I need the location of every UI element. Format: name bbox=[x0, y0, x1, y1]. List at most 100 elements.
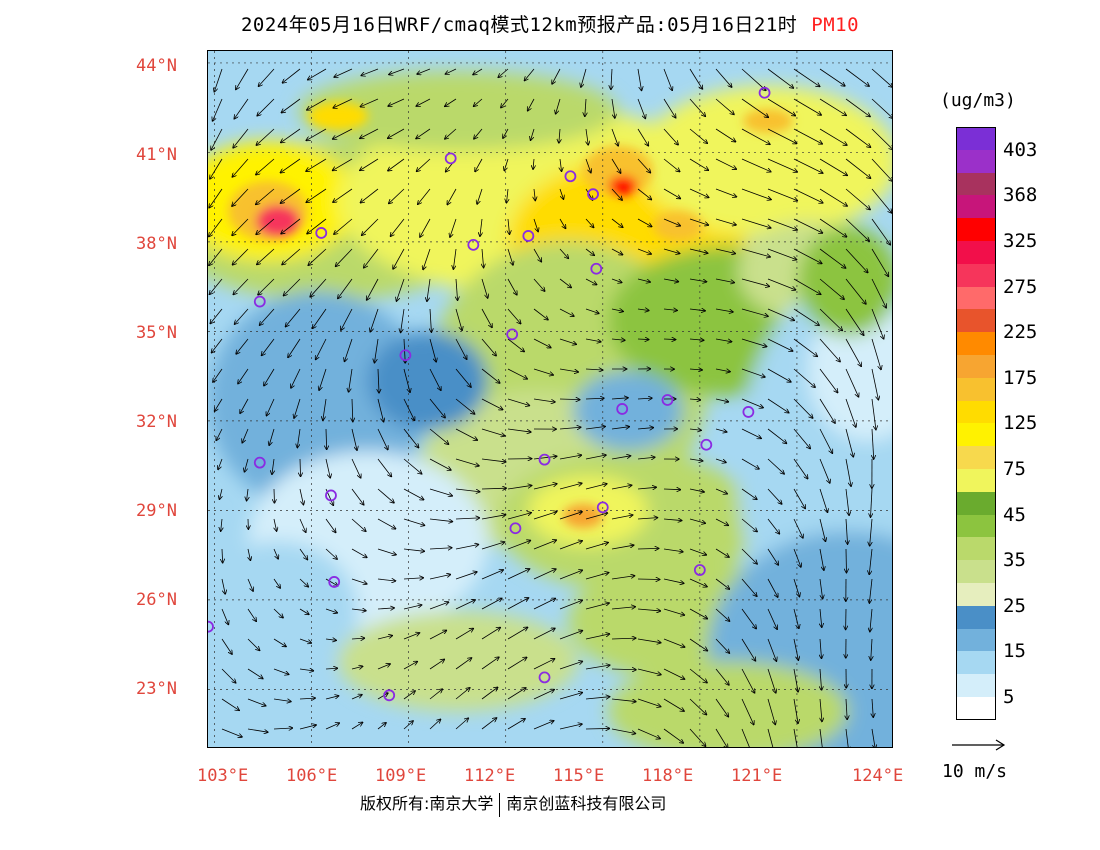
city-marker[interactable] bbox=[742, 406, 755, 418]
city-marker[interactable] bbox=[693, 564, 706, 576]
wind-vector bbox=[388, 128, 405, 138]
wind-vector bbox=[455, 518, 479, 519]
colorbar-segment bbox=[956, 514, 996, 538]
wind-vector bbox=[474, 128, 483, 139]
city-marker[interactable] bbox=[596, 501, 609, 514]
city-marker[interactable] bbox=[616, 403, 629, 415]
wind-vector bbox=[689, 429, 701, 430]
wind-vector bbox=[871, 728, 875, 747]
city-marker[interactable] bbox=[758, 86, 771, 99]
wind-vector bbox=[871, 98, 892, 118]
wind-vector bbox=[585, 308, 599, 313]
wind-vector bbox=[793, 98, 821, 115]
city-marker[interactable] bbox=[700, 438, 713, 451]
wind-vector bbox=[689, 68, 702, 89]
wind-vector bbox=[403, 633, 419, 640]
wind-vector bbox=[306, 128, 327, 140]
wind-vector bbox=[338, 278, 353, 298]
wind-vector bbox=[481, 657, 499, 670]
colorbar-segment bbox=[956, 491, 996, 515]
city-marker[interactable] bbox=[208, 620, 214, 633]
city-marker[interactable] bbox=[253, 295, 266, 308]
wind-vector bbox=[793, 518, 803, 538]
wind-vector bbox=[533, 690, 554, 700]
wind-vector bbox=[429, 689, 442, 700]
wind-vector bbox=[334, 68, 353, 77]
wind-vector bbox=[247, 698, 266, 706]
wind-vector bbox=[559, 399, 580, 400]
wind-vector bbox=[611, 728, 635, 733]
city-marker[interactable] bbox=[325, 489, 337, 502]
wind-vector bbox=[741, 278, 769, 286]
wind-vector bbox=[258, 68, 275, 86]
colorbar-label: 403 bbox=[1003, 138, 1038, 161]
wind-vector bbox=[209, 218, 223, 236]
city-marker[interactable] bbox=[564, 170, 577, 183]
wind-vector bbox=[556, 98, 561, 114]
wind-vector bbox=[533, 158, 534, 169]
wind-vector bbox=[427, 278, 431, 301]
wind-vector bbox=[715, 248, 735, 254]
wind-vector bbox=[429, 428, 448, 444]
wind-vector bbox=[741, 458, 759, 469]
wind-vector bbox=[767, 578, 778, 597]
wind-vector bbox=[819, 488, 828, 512]
wind-vector bbox=[370, 308, 379, 332]
colorbar-label: 5 bbox=[1003, 686, 1015, 708]
wind-vector bbox=[300, 458, 301, 476]
city-marker[interactable] bbox=[399, 349, 412, 362]
wind-vector bbox=[767, 278, 796, 290]
wind-vector bbox=[871, 218, 890, 245]
wind-vector bbox=[257, 248, 275, 264]
city-marker[interactable] bbox=[506, 328, 519, 341]
city-marker[interactable] bbox=[383, 689, 396, 702]
colorbar-segment bbox=[956, 218, 996, 241]
city-marker[interactable] bbox=[509, 522, 522, 535]
wind-vector bbox=[232, 188, 249, 206]
city-marker[interactable] bbox=[661, 394, 674, 406]
wind-vector bbox=[845, 158, 871, 178]
wind-vector bbox=[377, 398, 384, 422]
city-marker[interactable] bbox=[538, 453, 551, 466]
wind-vector bbox=[611, 515, 633, 520]
wind-vector bbox=[663, 128, 678, 145]
wind-vector bbox=[820, 668, 822, 690]
city-marker[interactable] bbox=[315, 227, 328, 239]
wind-vector bbox=[508, 218, 509, 234]
wind-vector bbox=[585, 338, 601, 342]
wind-vector bbox=[507, 513, 531, 520]
wind-vector bbox=[663, 188, 680, 198]
wind-vector bbox=[689, 638, 707, 651]
city-marker[interactable] bbox=[253, 456, 266, 469]
wind-vector bbox=[845, 278, 866, 304]
city-marker[interactable] bbox=[444, 152, 457, 165]
wind-vector bbox=[871, 338, 881, 369]
wind-vector bbox=[715, 458, 726, 462]
wind-vector bbox=[430, 308, 431, 332]
wind-vector bbox=[611, 339, 625, 340]
wind-vector bbox=[663, 218, 680, 226]
colorbar-segment bbox=[956, 605, 996, 629]
map-panel[interactable] bbox=[207, 50, 893, 748]
wind-vector bbox=[360, 158, 379, 170]
wind-vector bbox=[715, 158, 736, 169]
wind-scale-arrow bbox=[952, 739, 1006, 751]
wind-vector bbox=[325, 578, 338, 586]
city-marker[interactable] bbox=[538, 671, 551, 684]
wind-vector bbox=[481, 488, 506, 489]
city-marker[interactable] bbox=[328, 576, 341, 588]
wind-vector bbox=[637, 579, 660, 580]
wind-vector bbox=[689, 548, 706, 555]
footer-separator bbox=[499, 792, 501, 817]
wind-vector bbox=[247, 578, 253, 591]
city-marker[interactable] bbox=[522, 230, 535, 242]
wind-vector bbox=[361, 68, 379, 75]
wind-vector bbox=[637, 698, 661, 707]
wind-vector bbox=[533, 308, 548, 320]
lon-label-118: 118°E bbox=[642, 766, 694, 786]
wind-vector bbox=[445, 98, 457, 106]
wind-vector bbox=[351, 428, 357, 450]
city-marker[interactable] bbox=[590, 262, 603, 275]
city-marker[interactable] bbox=[587, 188, 599, 201]
city-marker[interactable] bbox=[467, 238, 480, 251]
